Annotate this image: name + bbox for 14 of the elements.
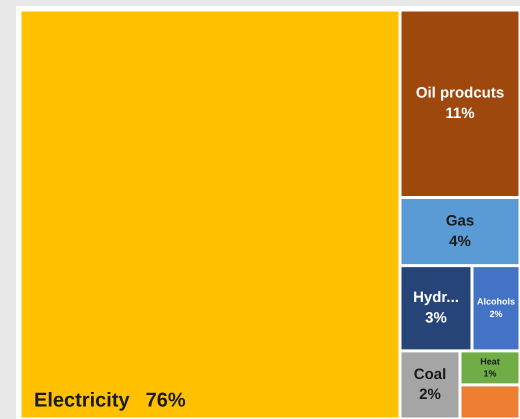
data-label: 3% bbox=[425, 309, 447, 326]
data-label: 2% bbox=[489, 308, 503, 319]
category-label: Heat bbox=[480, 356, 500, 366]
category-label: Coal bbox=[414, 366, 446, 383]
data-label: 2% bbox=[419, 386, 441, 404]
data-label: 11% bbox=[445, 104, 475, 122]
category-label: Alcohols bbox=[476, 296, 516, 307]
data-label: 1% bbox=[483, 368, 497, 378]
category-label: Gas bbox=[446, 212, 474, 230]
data-label: 4% bbox=[449, 232, 471, 250]
data-label: 76% bbox=[146, 390, 186, 412]
category-label: Hydr... bbox=[413, 289, 459, 306]
category-label: Electricity bbox=[34, 390, 130, 412]
category-label: Oil prodcuts bbox=[416, 84, 504, 102]
